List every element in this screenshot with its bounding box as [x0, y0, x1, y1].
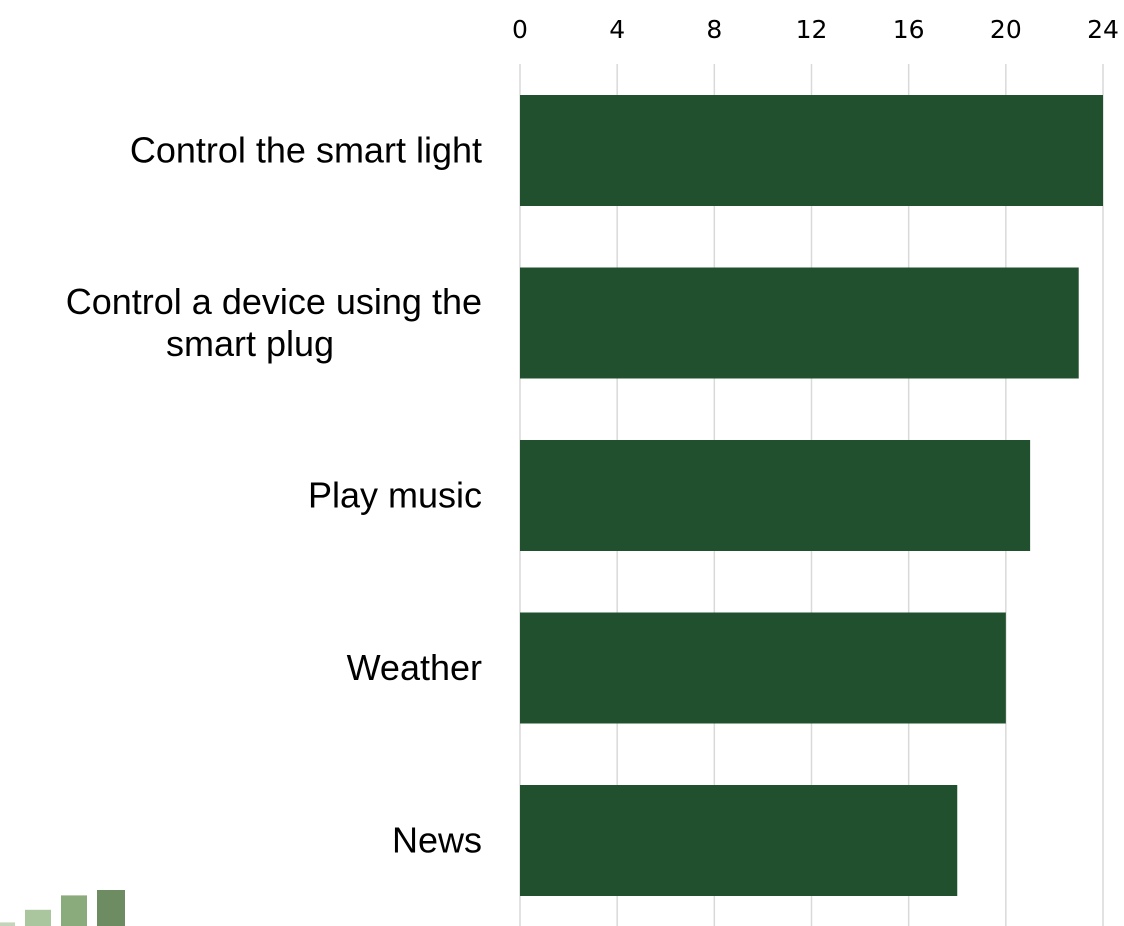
- bar: [520, 440, 1031, 551]
- x-tick-label: 4: [609, 15, 625, 44]
- bar: [520, 785, 958, 896]
- x-tick-label: 24: [1087, 15, 1119, 44]
- x-tick-label: 0: [512, 15, 528, 44]
- category-label: smart plug: [166, 323, 334, 364]
- decor-bar: [25, 909, 51, 926]
- x-tick-label: 12: [796, 15, 828, 44]
- bar: [520, 95, 1103, 206]
- x-tick-label: 8: [706, 15, 722, 44]
- decor-bar: [0, 922, 15, 926]
- bar: [520, 612, 1006, 724]
- bars: [520, 95, 1103, 896]
- category-label: Control the smart light: [130, 130, 482, 171]
- category-labels: Control the smart light Control a device …: [66, 130, 482, 861]
- decorative-bars-logo: [0, 890, 125, 926]
- x-axis-ticks: 0 4 8 12 16 20 24: [512, 15, 1119, 44]
- category-label: News: [392, 820, 482, 861]
- category-label: Weather: [347, 647, 482, 688]
- category-label: Play music: [308, 475, 482, 516]
- x-tick-label: 16: [893, 15, 925, 44]
- decor-bar: [97, 890, 125, 926]
- x-tick-label: 20: [990, 15, 1022, 44]
- category-label: Control a device using the: [66, 281, 482, 322]
- bar: [520, 267, 1079, 379]
- decor-bar: [61, 895, 87, 926]
